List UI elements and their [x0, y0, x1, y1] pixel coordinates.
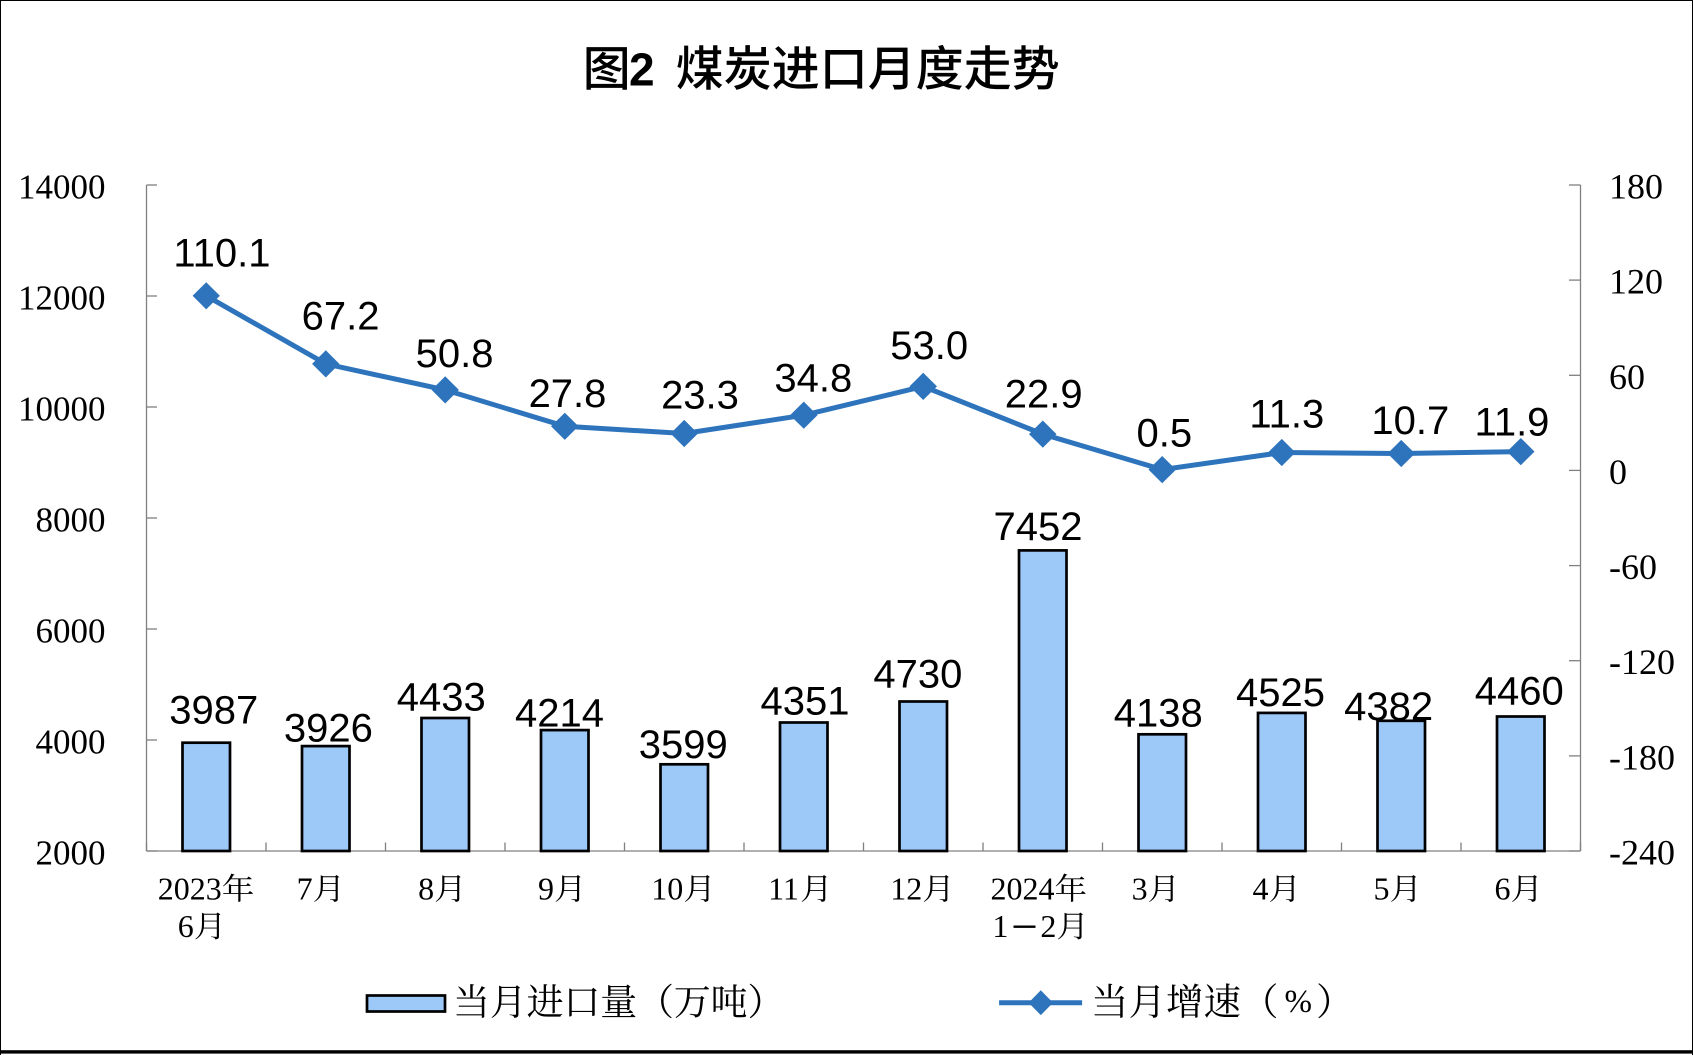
svg-text:10.7: 10.7	[1371, 399, 1449, 443]
svg-text:67.2: 67.2	[302, 294, 380, 338]
svg-text:6000: 6000	[36, 612, 106, 651]
svg-text:-240: -240	[1609, 833, 1675, 873]
svg-text:-60: -60	[1609, 547, 1657, 587]
svg-text:3926: 3926	[284, 707, 373, 751]
svg-text:2: 2	[629, 44, 655, 96]
svg-text:14000: 14000	[18, 168, 106, 207]
svg-text:-180: -180	[1609, 737, 1675, 777]
svg-text:4460: 4460	[1475, 670, 1564, 714]
svg-text:%: %	[1285, 984, 1313, 1020]
svg-text:120: 120	[1609, 262, 1663, 302]
svg-text:11.3: 11.3	[1249, 393, 1324, 437]
svg-text:53.0: 53.0	[890, 324, 968, 368]
svg-text:4382: 4382	[1344, 685, 1433, 729]
svg-text:110.1: 110.1	[173, 232, 270, 276]
svg-text:1: 1	[992, 908, 1008, 944]
svg-text:10000: 10000	[18, 390, 106, 429]
svg-text:4351: 4351	[761, 680, 850, 724]
svg-text:9: 9	[538, 871, 554, 907]
svg-text:4730: 4730	[873, 652, 962, 696]
svg-text:2023: 2023	[158, 871, 222, 907]
svg-text:3: 3	[1132, 871, 1148, 907]
svg-text:4138: 4138	[1114, 692, 1203, 736]
svg-text:4525: 4525	[1236, 671, 1325, 715]
svg-text:11.9: 11.9	[1475, 400, 1550, 444]
svg-text:8: 8	[418, 871, 434, 907]
svg-text:27.8: 27.8	[529, 372, 607, 416]
svg-text:23.3: 23.3	[661, 373, 739, 417]
svg-text:6: 6	[1495, 871, 1511, 907]
svg-text:7452: 7452	[994, 505, 1083, 549]
svg-text:4000: 4000	[36, 723, 106, 762]
svg-text:34.8: 34.8	[774, 357, 852, 401]
svg-text:4433: 4433	[397, 675, 486, 719]
svg-text:6: 6	[178, 908, 194, 944]
svg-text:180: 180	[1609, 167, 1663, 207]
svg-text:4: 4	[1253, 871, 1269, 907]
svg-text:-120: -120	[1609, 642, 1675, 682]
svg-text:2024: 2024	[991, 871, 1055, 907]
svg-text:60: 60	[1609, 357, 1645, 397]
svg-text:22.9: 22.9	[1005, 372, 1083, 416]
svg-text:0: 0	[1609, 452, 1627, 492]
svg-text:8000: 8000	[36, 501, 106, 540]
svg-text:7: 7	[297, 871, 313, 907]
svg-text:4214: 4214	[515, 692, 604, 736]
svg-text:12000: 12000	[18, 279, 106, 318]
svg-text:5: 5	[1374, 871, 1390, 907]
svg-text:11: 11	[768, 871, 799, 907]
svg-text:12: 12	[890, 871, 922, 907]
svg-text:2: 2	[1040, 908, 1056, 944]
svg-text:50.8: 50.8	[416, 332, 494, 376]
svg-text:2000: 2000	[36, 834, 106, 873]
svg-text:10: 10	[651, 871, 683, 907]
svg-text:3599: 3599	[639, 723, 728, 767]
svg-text:3987: 3987	[169, 689, 258, 733]
svg-text:0.5: 0.5	[1136, 411, 1192, 455]
